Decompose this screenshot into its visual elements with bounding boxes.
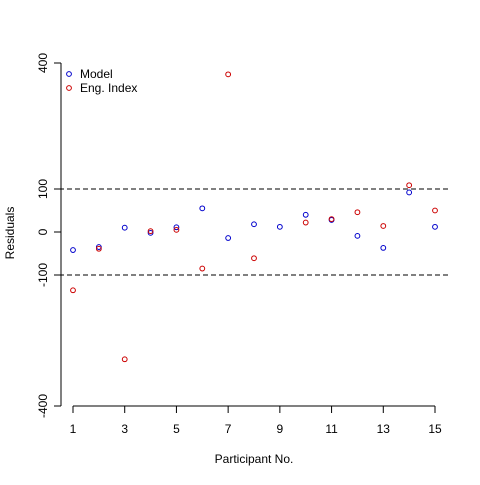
point-eng-index-4 bbox=[147, 228, 154, 235]
point-eng-index-12 bbox=[354, 209, 361, 216]
x-tick-label-0: 1 bbox=[70, 422, 77, 436]
point-eng-index-14 bbox=[406, 182, 413, 189]
point-eng-index-13 bbox=[380, 223, 387, 229]
y-tick-label-0: -400 bbox=[36, 394, 50, 418]
y-tick-label-1: -100 bbox=[36, 263, 50, 287]
x-tick-label-3: 7 bbox=[225, 422, 232, 436]
y-tick-label-4: 400 bbox=[36, 53, 50, 73]
point-model-6 bbox=[199, 205, 206, 212]
point-eng-index-7 bbox=[225, 71, 232, 78]
point-model-9 bbox=[276, 223, 283, 230]
x-tick-label-1: 3 bbox=[121, 422, 128, 436]
point-model-8 bbox=[251, 221, 257, 228]
x-tick-label-5: 11 bbox=[325, 422, 338, 436]
point-eng-index-8 bbox=[251, 255, 257, 262]
legend-label-model: Model bbox=[80, 67, 113, 81]
point-model-7 bbox=[225, 235, 232, 241]
point-eng-index-15 bbox=[432, 207, 438, 214]
reference-lines bbox=[59, 188, 448, 276]
x-tick-label-4: 9 bbox=[277, 422, 284, 436]
point-model-1 bbox=[70, 247, 76, 253]
point-model-13 bbox=[380, 245, 387, 251]
point-eng-index-1 bbox=[70, 287, 76, 294]
point-eng-index-11 bbox=[328, 216, 335, 223]
point-model-4 bbox=[147, 229, 154, 236]
y-axis: -400 -100 0 100 400 bbox=[36, 53, 62, 418]
point-model-3 bbox=[121, 224, 128, 231]
y-axis-title: Residuals bbox=[3, 207, 17, 260]
legend-label-eng-index: Eng. Index bbox=[80, 81, 137, 95]
x-tick-label-7: 15 bbox=[428, 422, 442, 436]
point-eng-index-5 bbox=[173, 226, 180, 233]
point-eng-index-10 bbox=[302, 219, 309, 226]
point-model-14 bbox=[406, 189, 413, 196]
point-model-2 bbox=[95, 244, 102, 250]
data-points bbox=[70, 71, 438, 363]
point-model-15 bbox=[432, 223, 438, 230]
x-axis: 1 3 5 7 9 11 13 15 bbox=[70, 405, 442, 436]
y-tick-label-3: 100 bbox=[36, 179, 50, 199]
legend-marker-model bbox=[66, 71, 72, 77]
point-model-12 bbox=[354, 232, 361, 239]
point-eng-index-3 bbox=[121, 356, 128, 363]
point-model-5 bbox=[173, 224, 180, 231]
x-tick-label-6: 13 bbox=[377, 422, 391, 436]
y-tick-label-2: 0 bbox=[36, 228, 50, 235]
point-eng-index-6 bbox=[199, 265, 206, 272]
x-axis-title: Participant No. bbox=[215, 452, 294, 466]
point-model-10 bbox=[302, 211, 309, 218]
legend-marker-eng-index bbox=[66, 85, 72, 91]
point-eng-index-2 bbox=[95, 245, 102, 252]
x-tick-label-2: 5 bbox=[173, 422, 180, 436]
